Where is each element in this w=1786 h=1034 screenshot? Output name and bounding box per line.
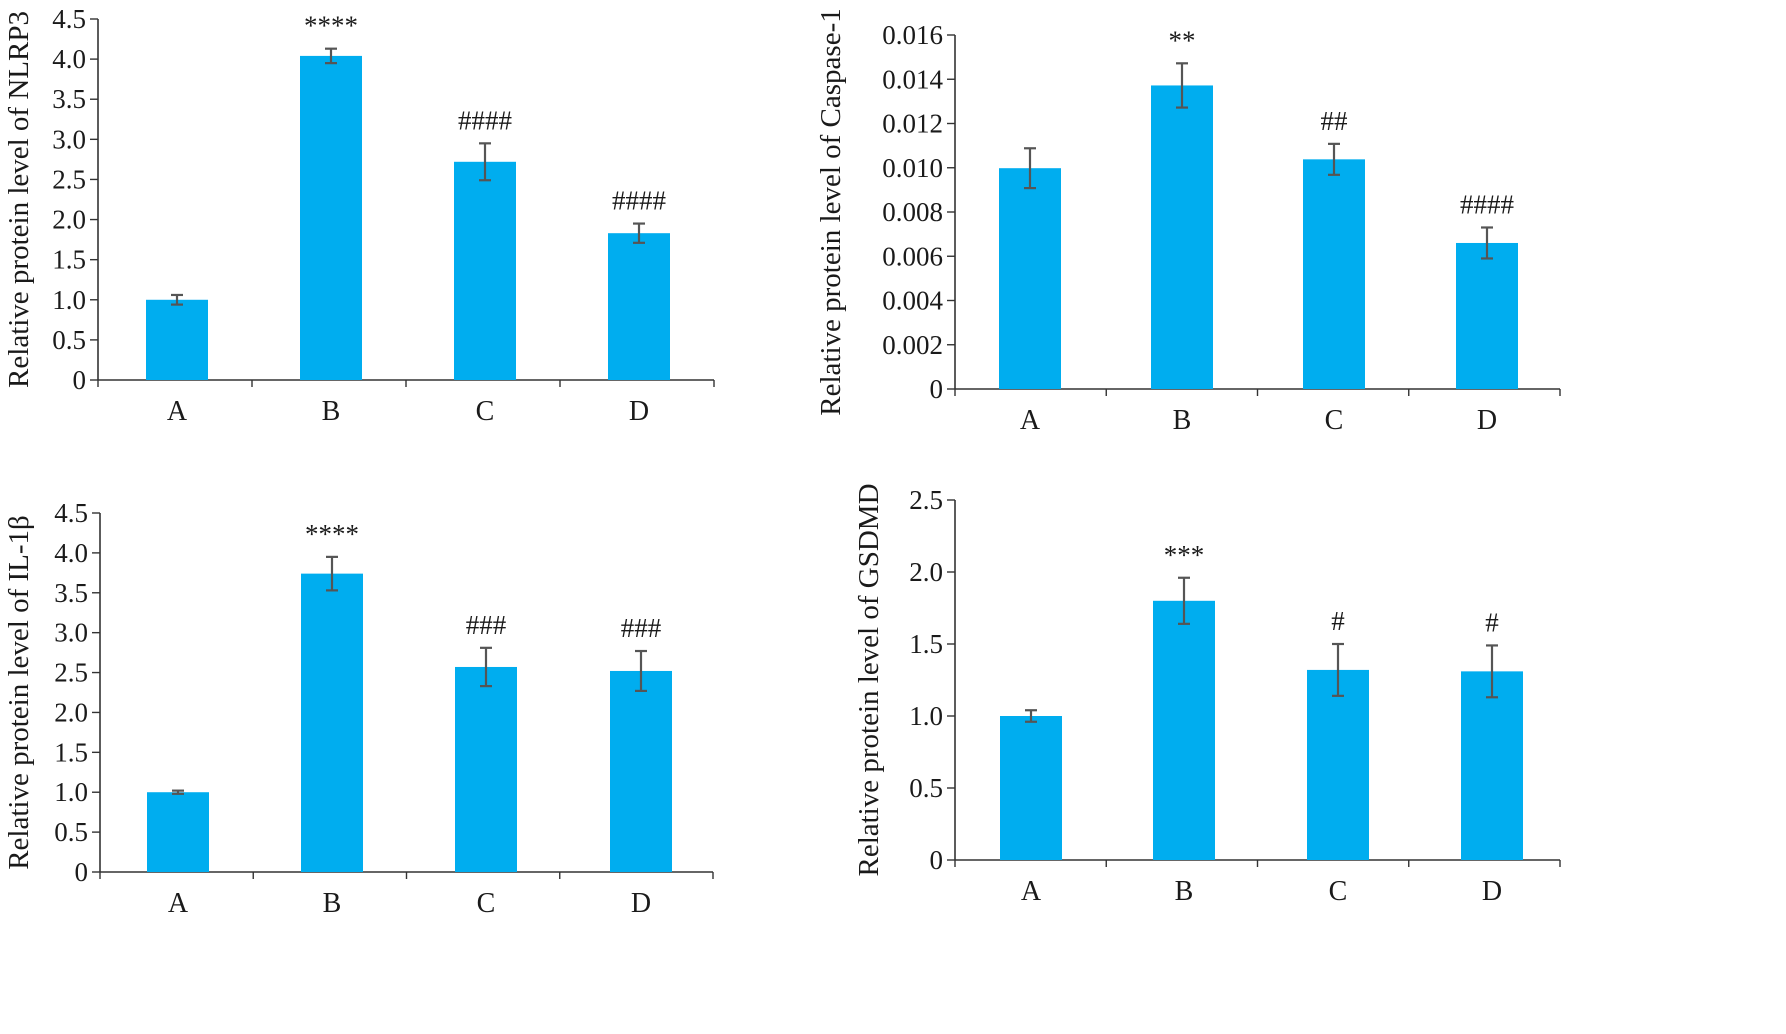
y-tick-label: 2.0 xyxy=(52,205,86,235)
y-axis-title: Relative protein level of IL-1β xyxy=(3,515,35,870)
significance-label: # xyxy=(1331,606,1345,636)
y-tick-label: 4.0 xyxy=(52,44,86,74)
y-tick-label: 0.5 xyxy=(909,773,943,803)
panel-nlrp3: 0 0.5 1.0 1.5 2.0 2.5 3.0 3.5 4.0 4.5 A **** B #### C #… xyxy=(3,4,715,427)
y-tick-label: 1.5 xyxy=(909,629,943,659)
category-label: A xyxy=(1021,876,1042,907)
y-tick-label: 3.5 xyxy=(54,578,88,608)
y-axis-title: Relative protein level of NLRP3 xyxy=(3,11,35,388)
y-tick-label: 0.004 xyxy=(882,286,943,316)
y-tick-label: 4.5 xyxy=(52,4,86,34)
significance-label: ## xyxy=(1321,106,1349,136)
category-label: C xyxy=(477,888,496,919)
y-tick-label: 0.5 xyxy=(54,817,88,847)
bar-d xyxy=(608,233,670,380)
y-tick-label: 0.012 xyxy=(882,109,943,139)
panel-gsdmd: 0 0.5 1.0 1.5 2.0 2.5 A *** B # C # D Relative protei… xyxy=(853,483,1561,907)
significance-label: **** xyxy=(305,519,359,549)
bar-d xyxy=(610,670,672,872)
category-label: B xyxy=(322,396,341,427)
y-tick-label: 2.5 xyxy=(54,658,88,688)
category-label: C xyxy=(1329,876,1348,907)
significance-label: # xyxy=(1485,607,1499,637)
category-label: D xyxy=(1482,876,1502,907)
category-label: D xyxy=(629,396,649,427)
significance-label: **** xyxy=(304,11,358,41)
y-tick-label: 0.006 xyxy=(882,241,943,271)
y-axis-title: Relative protein level of GSDMD xyxy=(853,483,885,876)
bar-c xyxy=(1303,159,1365,389)
category-label: A xyxy=(167,396,188,427)
category-label: B xyxy=(323,888,342,919)
bar-d xyxy=(1456,242,1518,389)
y-tick-label: 3.0 xyxy=(52,124,86,154)
significance-label: #### xyxy=(612,186,667,216)
y-tick-label: 0.016 xyxy=(882,20,943,50)
bar-a xyxy=(146,299,208,380)
bar-a xyxy=(1000,716,1062,860)
y-tick-label: 4.0 xyxy=(54,538,88,568)
bar-b xyxy=(301,573,363,872)
category-label: A xyxy=(168,888,189,919)
bar-b xyxy=(1153,600,1215,860)
y-tick-label: 0.010 xyxy=(882,153,943,183)
panel-il-1b: 0 0.5 1.0 1.5 2.0 2.5 3.0 3.5 4.0 4.5 A **** B ### C ##… xyxy=(3,498,714,919)
bar-b xyxy=(1151,85,1213,389)
y-tick-label: 0 xyxy=(73,365,87,395)
y-tick-label: 1.5 xyxy=(52,245,86,275)
y-tick-label: 3.0 xyxy=(54,618,88,648)
y-tick-label: 2.5 xyxy=(52,164,86,194)
significance-label: ### xyxy=(621,613,662,643)
y-tick-label: 2.5 xyxy=(909,485,943,515)
bar-c xyxy=(454,161,516,380)
significance-label: #### xyxy=(1460,189,1515,219)
y-axis-title: Relative protein level of Caspase-1 xyxy=(815,8,847,415)
category-label: B xyxy=(1173,405,1192,436)
y-tick-label: 0.002 xyxy=(882,330,943,360)
bar-c xyxy=(1307,669,1369,860)
bar-c xyxy=(455,666,517,872)
y-tick-label: 1.0 xyxy=(52,285,86,315)
bar-a xyxy=(999,168,1061,389)
category-label: C xyxy=(476,396,495,427)
y-tick-label: 0 xyxy=(930,374,944,404)
y-tick-label: 0.008 xyxy=(882,197,943,227)
y-tick-label: 2.0 xyxy=(54,697,88,727)
y-tick-label: 1.0 xyxy=(54,777,88,807)
bar-b xyxy=(300,55,362,380)
significance-label: ### xyxy=(466,610,507,640)
y-tick-label: 0.014 xyxy=(882,64,943,94)
bar-a xyxy=(147,792,209,872)
y-tick-label: 1.5 xyxy=(54,737,88,767)
significance-label: *** xyxy=(1164,540,1205,570)
y-tick-label: 4.5 xyxy=(54,498,88,528)
bar-d xyxy=(1461,671,1523,860)
y-tick-label: 0 xyxy=(930,845,944,875)
category-label: D xyxy=(1477,405,1497,436)
category-label: C xyxy=(1325,405,1344,436)
significance-label: ** xyxy=(1169,25,1196,55)
category-label: D xyxy=(631,888,651,919)
y-tick-label: 0.5 xyxy=(52,325,86,355)
significance-label: #### xyxy=(458,105,513,135)
y-tick-label: 1.0 xyxy=(909,701,943,731)
category-label: A xyxy=(1020,405,1041,436)
y-tick-label: 2.0 xyxy=(909,557,943,587)
y-tick-label: 3.5 xyxy=(52,84,86,114)
category-label: B xyxy=(1175,876,1194,907)
panel-caspase-1: 0 0.002 0.004 0.006 0.008 0.010 0.012 0.014 0.01… xyxy=(815,8,1561,436)
y-tick-label: 0 xyxy=(75,857,89,887)
